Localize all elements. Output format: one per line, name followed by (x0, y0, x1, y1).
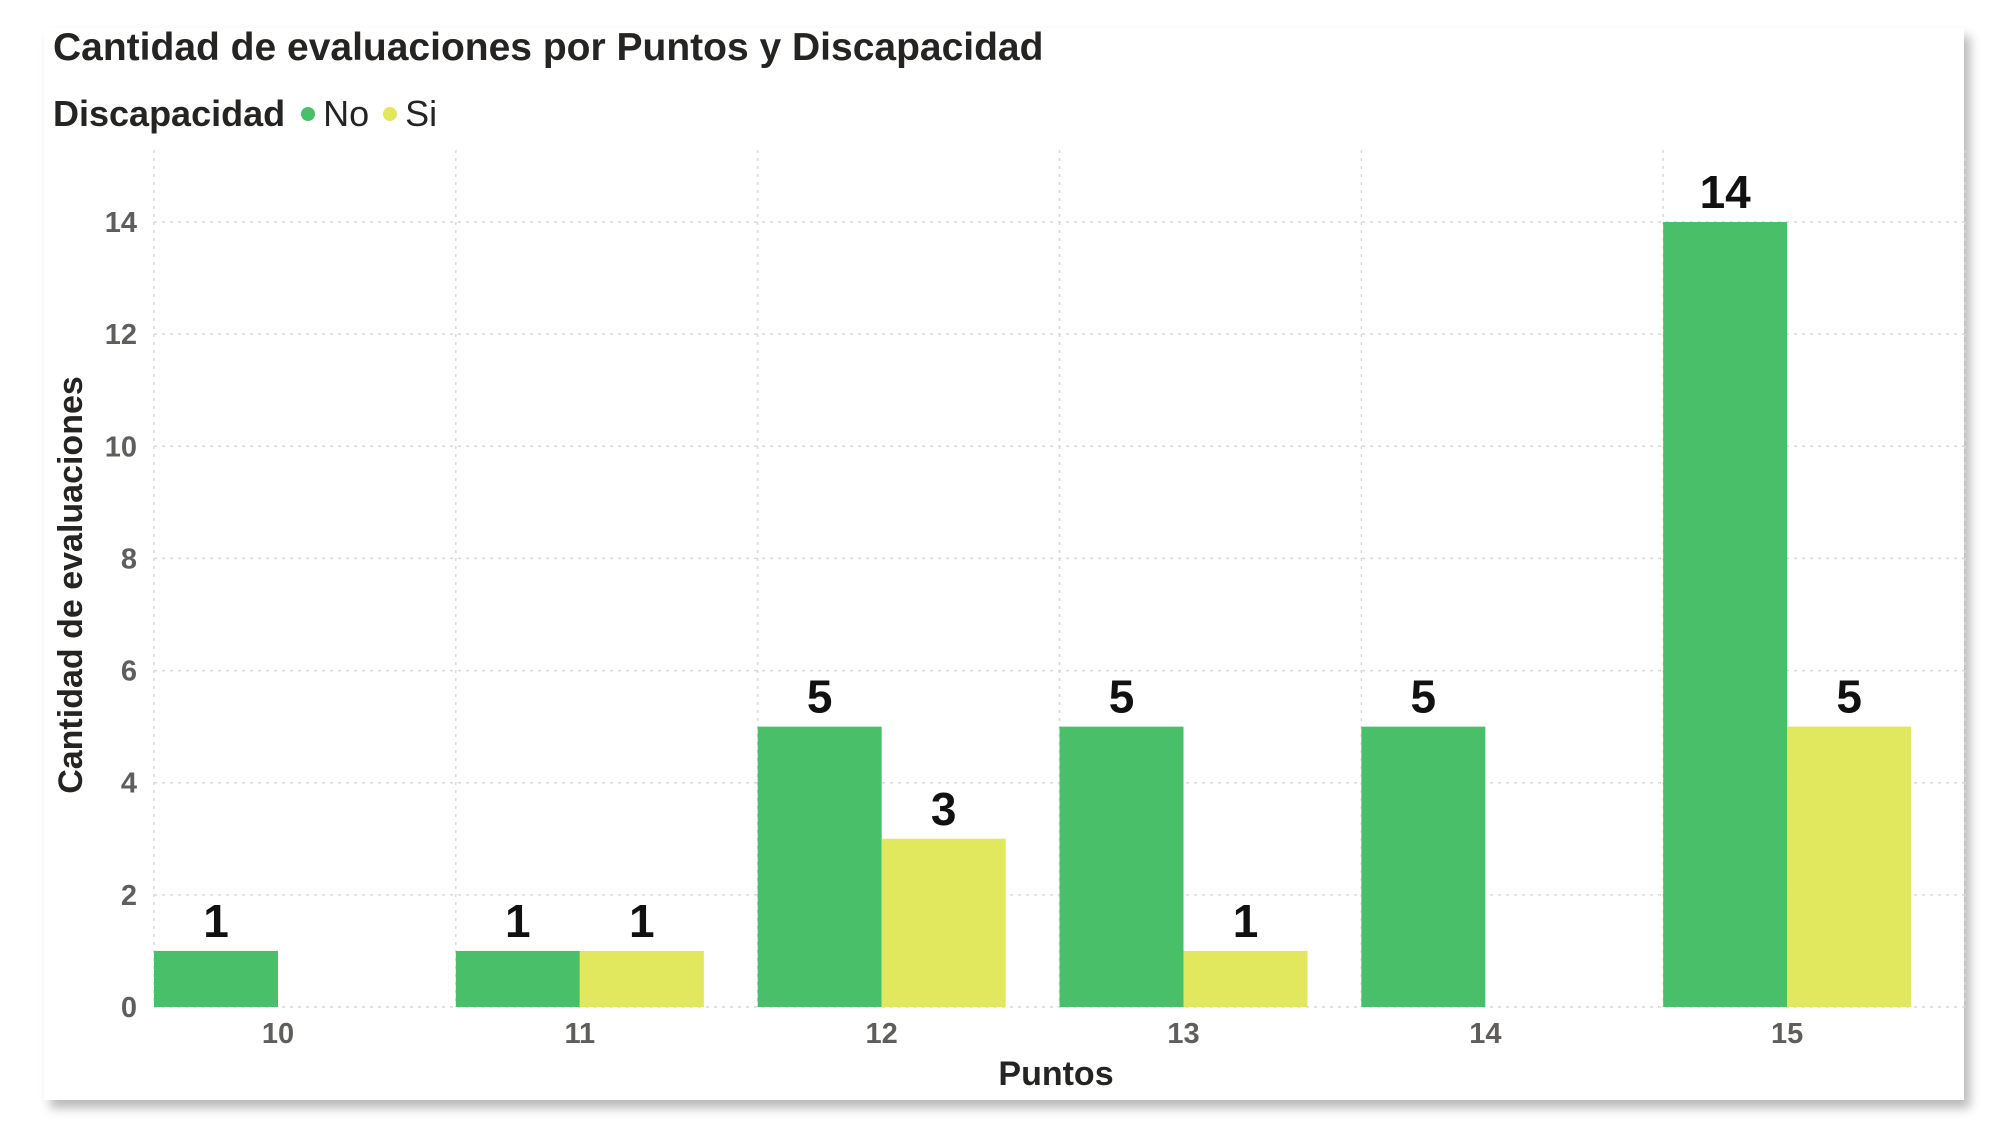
y-tick-label: 14 (105, 207, 137, 239)
bar-si-11[interactable] (579, 950, 704, 1007)
y-tick-label: 10 (105, 431, 137, 463)
data-label: 5 (1836, 671, 1862, 723)
bar-no-11[interactable] (455, 950, 580, 1007)
bar-no-15[interactable] (1663, 222, 1788, 1007)
legend-item-no[interactable]: No (301, 93, 369, 135)
bar-no-13[interactable] (1059, 726, 1184, 1007)
x-axis-title: Puntos (998, 1055, 1113, 1093)
data-label: 1 (505, 895, 531, 947)
bar-si-15[interactable] (1787, 726, 1912, 1007)
legend-title: Discapacidad (53, 93, 286, 134)
data-label: 1 (203, 895, 229, 947)
data-label: 3 (931, 783, 957, 835)
legend-label-si: Si (405, 93, 438, 134)
data-label: 5 (1411, 671, 1437, 723)
y-tick-label: 4 (121, 768, 137, 800)
legend: Discapacidad No Si (53, 90, 451, 138)
x-axis: 10 11 12 13 14 15 (262, 1018, 1803, 1050)
x-tick-label: 10 (262, 1018, 294, 1050)
bars (154, 222, 1912, 1007)
legend-item-si[interactable]: Si (383, 93, 437, 135)
y-tick-label: 0 (121, 992, 137, 1024)
y-tick-label: 2 (121, 880, 137, 912)
bar-si-12[interactable] (881, 838, 1006, 1007)
y-tick-label: 8 (121, 543, 137, 575)
chart-title: Cantidad de evaluaciones por Puntos y Di… (53, 26, 1044, 69)
data-label: 1 (1233, 895, 1259, 947)
data-label: 5 (807, 671, 833, 723)
y-tick-label: 6 (121, 656, 137, 688)
x-tick-label: 11 (564, 1018, 595, 1050)
data-label: 1 (629, 895, 655, 947)
data-label: 14 (1700, 166, 1752, 218)
bar-no-10[interactable] (154, 950, 278, 1007)
y-tick-label: 12 (105, 319, 137, 351)
legend-label-no: No (323, 93, 370, 134)
x-tick-label: 15 (1771, 1018, 1803, 1050)
legend-dot-no-icon (301, 107, 316, 121)
x-tick-label: 12 (866, 1018, 898, 1050)
bar-no-12[interactable] (757, 726, 882, 1007)
x-tick-label: 14 (1469, 1018, 1501, 1050)
y-axis-title: Cantidad de evaluaciones (52, 376, 90, 794)
bar-no-14[interactable] (1361, 726, 1486, 1007)
y-axis: 0 2 4 6 8 10 12 14 (105, 207, 137, 1024)
data-labels: 1 1 1 5 3 5 1 5 14 5 (203, 166, 1862, 947)
legend-dot-si-icon (383, 107, 398, 121)
bar-si-13[interactable] (1183, 950, 1308, 1007)
x-tick-label: 13 (1167, 1018, 1199, 1050)
data-label: 5 (1109, 671, 1135, 723)
